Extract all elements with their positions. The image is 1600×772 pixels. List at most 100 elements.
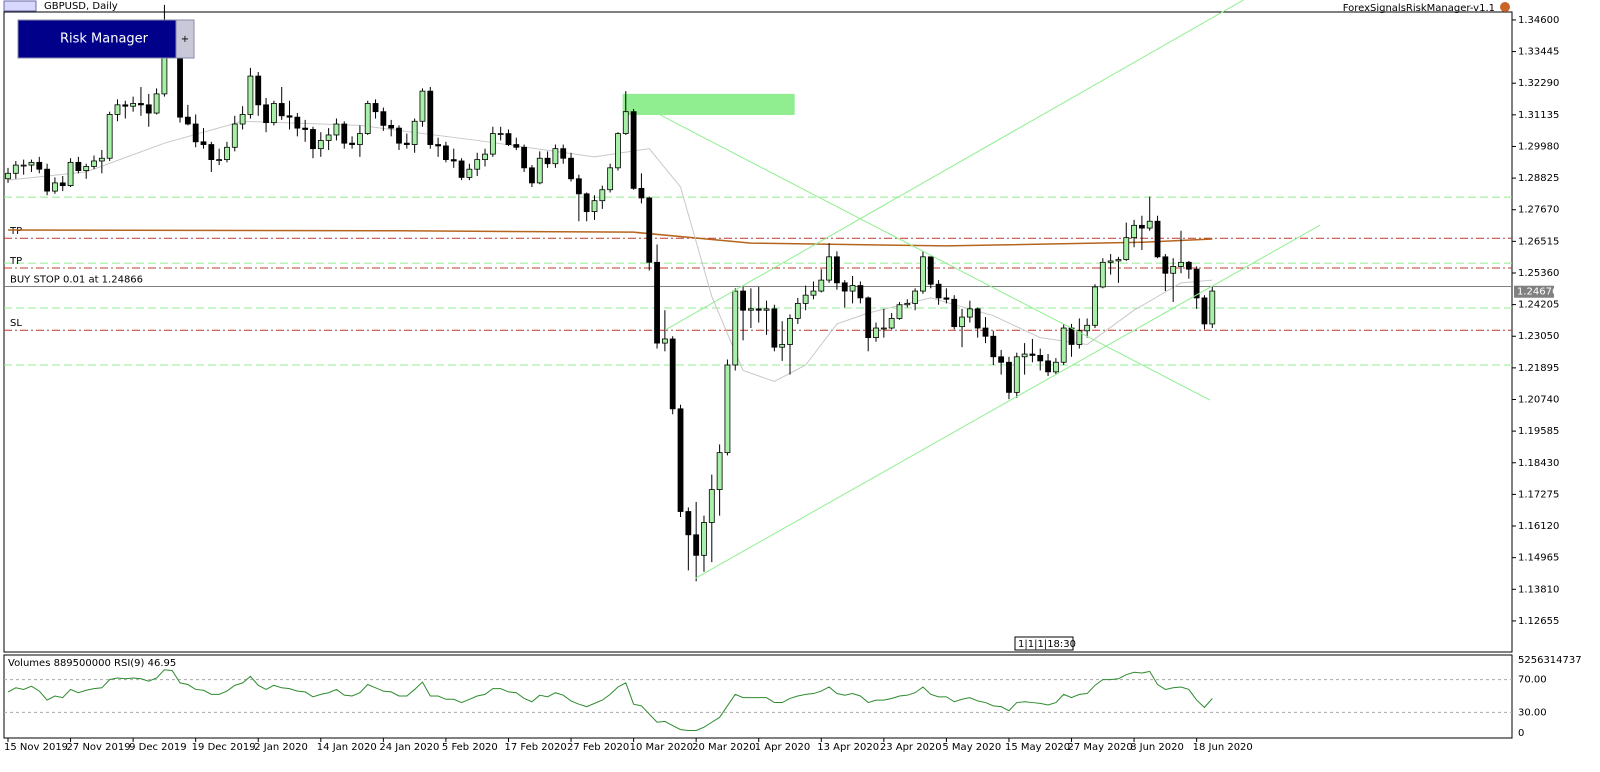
- candle-body: [513, 144, 520, 148]
- candle-body: [708, 489, 715, 523]
- trendline: [659, 114, 1211, 401]
- candle-body: [419, 90, 426, 122]
- x-tick-label: 18 Jun 2020: [1193, 742, 1253, 753]
- candle-body: [841, 282, 848, 292]
- candle-body: [67, 161, 74, 187]
- candle-body: [130, 103, 137, 107]
- candle-body: [192, 123, 199, 143]
- candle-body: [28, 161, 35, 166]
- candle-body: [153, 93, 160, 114]
- candle-body: [466, 168, 473, 178]
- candle-body: [278, 103, 285, 117]
- candle-body: [568, 157, 574, 180]
- candle-body: [497, 133, 504, 135]
- candle-body: [435, 144, 442, 147]
- x-tick-label: 14 Jan 2020: [317, 742, 377, 753]
- order-label: BUY STOP 0.01 at 1.24866: [10, 275, 143, 286]
- candle-body: [998, 356, 1005, 363]
- y-tick-label: 1.14965: [1518, 553, 1559, 564]
- y-tick-label: 1.26515: [1518, 236, 1559, 247]
- candle-body: [896, 304, 903, 319]
- candle-body: [1052, 361, 1059, 373]
- candle-body: [701, 522, 707, 556]
- candle-body: [443, 145, 449, 161]
- candle-body: [748, 308, 754, 311]
- candle-body: [1029, 353, 1036, 356]
- candle-body: [427, 90, 434, 145]
- candle-body: [912, 290, 919, 304]
- candle-body: [591, 200, 598, 213]
- x-tick-label: 8 Jun 2020: [1130, 742, 1184, 753]
- risk-manager-label[interactable]: Risk Manager: [60, 32, 149, 47]
- candle-body: [974, 308, 981, 329]
- x-tick-label: 27 Nov 2019: [67, 742, 131, 753]
- candle-body: [669, 338, 676, 410]
- x-tick-label: 2 Jan 2020: [254, 742, 308, 753]
- candle-body: [943, 297, 950, 300]
- candle-body: [583, 193, 590, 213]
- risk-manager-button[interactable]: [17, 19, 177, 59]
- candle-body: [763, 308, 770, 311]
- candle-body: [403, 142, 410, 145]
- candle-body: [638, 187, 645, 199]
- candle-body: [685, 511, 692, 536]
- bid-label: 1.24676: [1517, 287, 1558, 298]
- candle-body: [231, 123, 238, 148]
- candle-body: [732, 290, 739, 366]
- candle-body: [341, 123, 348, 144]
- plus-button[interactable]: [175, 19, 195, 59]
- candle-body: [810, 290, 817, 296]
- rsi-tick-label: 0: [1518, 728, 1524, 739]
- candle-body: [1185, 261, 1192, 270]
- indicator-icon: [1500, 2, 1510, 12]
- y-tick-label: 1.16120: [1518, 521, 1559, 532]
- y-tick-label: 1.29980: [1518, 141, 1559, 152]
- plus-label[interactable]: +: [181, 34, 189, 45]
- x-tick-label: 9 Dec 2019: [129, 742, 187, 753]
- candle-body: [310, 129, 316, 150]
- candle-body: [615, 133, 621, 169]
- candle-body: [208, 144, 215, 161]
- candle-body: [552, 148, 559, 165]
- candle-body: [1068, 327, 1075, 345]
- candle-body: [1131, 224, 1137, 239]
- candle-body: [239, 114, 246, 125]
- candle-body: [935, 283, 942, 299]
- candle-body: [646, 197, 653, 263]
- candle-body: [1178, 261, 1184, 267]
- candle-body: [489, 133, 496, 155]
- x-tick-label: 27 Feb 2020: [567, 742, 629, 753]
- candle-body: [1037, 355, 1044, 362]
- x-tick-label: 15 Nov 2019: [4, 742, 68, 753]
- candle-body: [661, 338, 668, 344]
- y-tick-label: 1.33445: [1518, 47, 1559, 58]
- candle-body: [1021, 353, 1028, 358]
- order-label: TP: [9, 226, 22, 237]
- candle-body: [482, 153, 488, 161]
- candle-body: [857, 285, 864, 299]
- candle-body: [83, 166, 90, 171]
- candle-body: [302, 127, 309, 130]
- candle-body: [106, 114, 113, 159]
- candle-body: [794, 302, 801, 319]
- candle-body: [1209, 290, 1216, 325]
- candle-body: [505, 133, 512, 145]
- marks: TP TP BUY STOP 0.01 at 1.24866 SL: [4, 0, 1512, 582]
- chart-title: GBPUSD, Daily: [44, 1, 118, 12]
- y-tick-label: 1.28825: [1518, 173, 1559, 184]
- candle-body: [779, 344, 786, 348]
- candle-body: [1099, 261, 1106, 288]
- candle-body: [599, 189, 606, 202]
- candle-body: [1045, 360, 1051, 373]
- candle-body: [177, 53, 183, 118]
- y-tick-label: 1.19585: [1518, 426, 1559, 437]
- y-tick-label: 1.27670: [1518, 205, 1559, 216]
- volume-max: 5256314737: [1518, 655, 1582, 666]
- candle-body: [802, 294, 809, 304]
- x-tick-label: 27 May 2020: [1068, 742, 1133, 753]
- candle-body: [771, 308, 778, 348]
- x-tick-label: 23 Apr 2020: [880, 742, 942, 753]
- candle-body: [458, 160, 465, 178]
- candle-body: [1115, 259, 1122, 262]
